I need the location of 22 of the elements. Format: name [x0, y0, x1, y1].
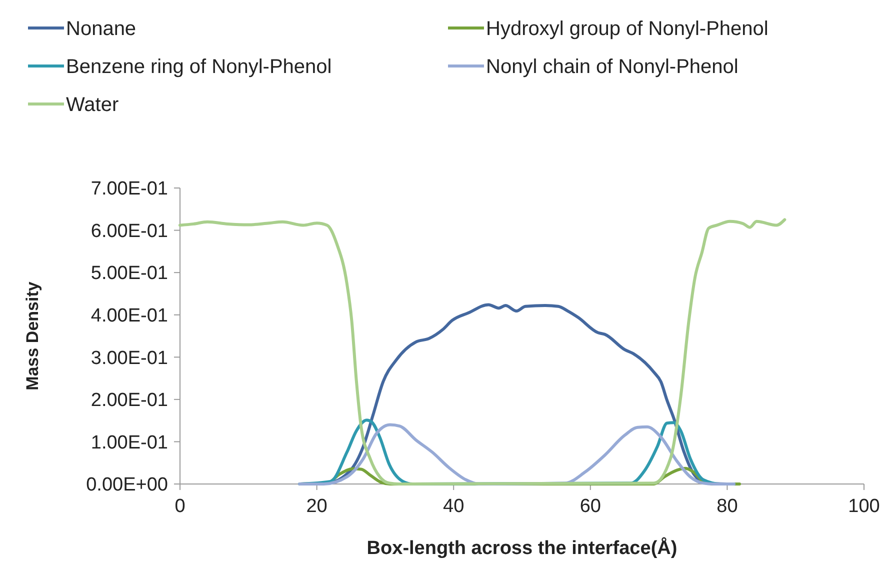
y-tick-label: 5.00E-01 [90, 263, 168, 284]
y-tick-label: 3.00E-01 [90, 348, 168, 369]
x-tick-label: 100 [848, 496, 880, 517]
y-tick-label: 0.00E+00 [86, 474, 168, 496]
y-tick-label: 4.00E-01 [90, 306, 168, 327]
x-tick-label: 0 [174, 496, 186, 517]
y-tick-label: 7.00E-01 [90, 178, 168, 200]
x-tick-label: 60 [580, 496, 601, 517]
x-tick-label: 40 [443, 496, 464, 517]
y-axis-title: Mass Density [22, 281, 42, 390]
y-tick-label: 2.00E-01 [90, 390, 168, 412]
legend-label: Water [66, 94, 119, 116]
y-tick-label: 1.00E-01 [90, 432, 168, 454]
line-series [178, 218, 786, 486]
x-tick-label: 80 [716, 496, 738, 517]
x-axis-title: Box-length across the interface(Å) [366, 537, 678, 559]
x-tick-label: 20 [306, 496, 328, 517]
legend-label: Nonane [66, 18, 136, 40]
legend-label: Hydroxyl group of Nonyl-Phenol [486, 18, 768, 40]
legend-label: Benzene ring of Nonyl-Phenol [66, 56, 332, 78]
y-tick-label: 6.00E-01 [90, 220, 168, 242]
legend-label: Nonyl chain of Nonyl-Phenol [486, 56, 738, 78]
